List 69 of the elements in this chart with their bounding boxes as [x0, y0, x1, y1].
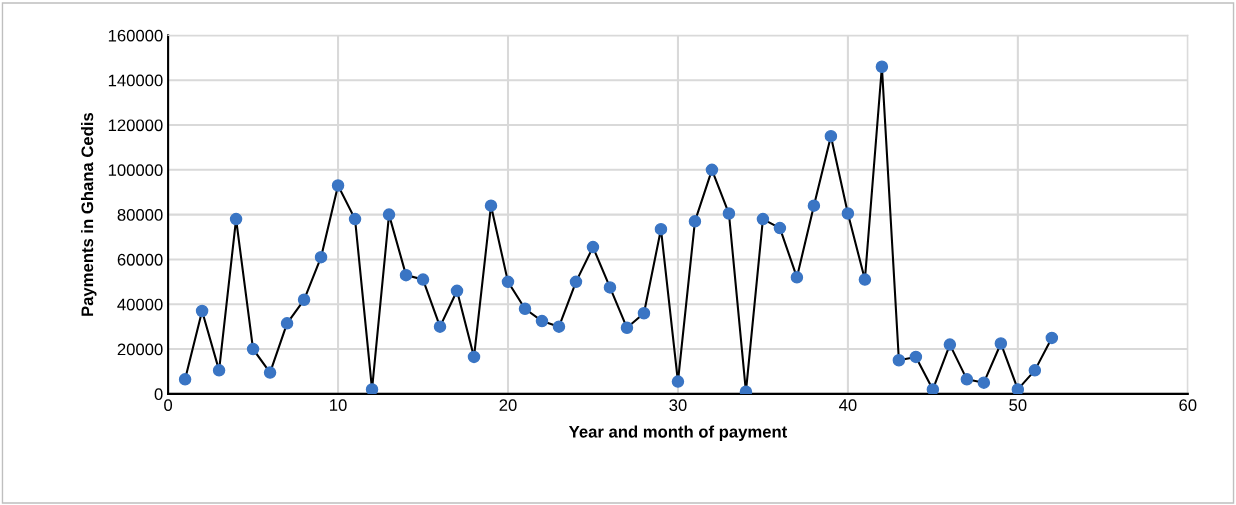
point [977, 376, 991, 389]
point [960, 373, 974, 386]
point [416, 273, 430, 286]
point [365, 383, 379, 394]
y-tick-label: 120000 [108, 119, 163, 132]
point [586, 240, 600, 254]
point [705, 163, 719, 177]
point [994, 337, 1008, 350]
point [875, 60, 889, 73]
point [314, 250, 328, 264]
x-tick-label: 0 [164, 399, 173, 411]
point [926, 383, 940, 394]
y-tick-label: 60000 [117, 253, 163, 266]
point [535, 314, 549, 328]
point [263, 366, 277, 379]
y-tick-label: 0 [154, 388, 163, 401]
point [178, 373, 192, 386]
x-tick-label: 30 [669, 399, 687, 411]
point [348, 212, 362, 226]
point [841, 207, 855, 220]
point [603, 281, 617, 294]
y-tick-label: 160000 [108, 29, 163, 42]
y-tick-label: 40000 [117, 298, 163, 311]
point [790, 271, 804, 284]
y-tick-label: 100000 [108, 164, 163, 177]
point [909, 350, 923, 364]
point [212, 364, 226, 377]
point [467, 350, 481, 364]
point [892, 354, 906, 367]
point [297, 293, 311, 307]
x-tick-label: 60 [1179, 399, 1197, 411]
point [382, 208, 396, 221]
point [399, 268, 413, 282]
point [1011, 383, 1025, 394]
point [1028, 364, 1042, 377]
point [280, 317, 294, 330]
y-axis-title: Payments in Ghana Cedis [80, 112, 97, 316]
point [433, 320, 447, 333]
x-tick-label: 50 [1009, 399, 1027, 411]
y-tick-label: 140000 [108, 74, 163, 87]
point [654, 222, 668, 236]
point [620, 321, 634, 335]
y-tick-label: 20000 [117, 343, 163, 356]
x-axis-title: Year and month of payment [568, 425, 788, 441]
point [824, 129, 838, 143]
point [501, 275, 515, 289]
point [331, 179, 345, 192]
point [518, 302, 532, 315]
point [773, 221, 787, 235]
point [450, 284, 464, 298]
point [671, 375, 685, 388]
point [1045, 331, 1059, 345]
y-tick-label: 80000 [117, 209, 163, 221]
x-tick-label: 10 [330, 399, 347, 411]
point [229, 212, 243, 226]
point [552, 320, 566, 333]
point [858, 273, 872, 286]
point [756, 212, 770, 226]
x-tick-label: 40 [839, 399, 857, 411]
point [722, 207, 736, 220]
point [569, 275, 583, 289]
point [807, 199, 821, 212]
x-tick-label: 20 [499, 399, 517, 411]
point [246, 342, 260, 356]
point [637, 306, 651, 320]
point [195, 304, 209, 318]
point [484, 199, 498, 212]
point [688, 215, 702, 228]
point [943, 338, 957, 351]
